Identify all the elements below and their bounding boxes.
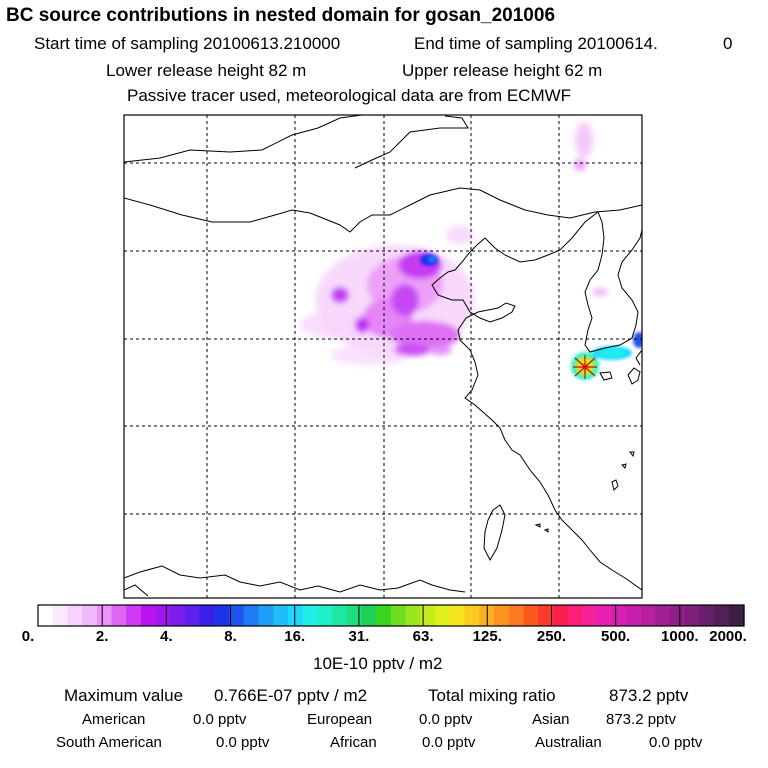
colorbar-swatch [273, 605, 289, 626]
colorbar-swatch [420, 605, 436, 626]
maximum-value: 0.766E-07 pptv / m2 [214, 686, 368, 705]
colorbar-swatch [493, 605, 510, 626]
colorbar-swatch [699, 605, 716, 626]
colorbar-swatch [317, 605, 333, 626]
colorbar-swatch [126, 605, 142, 626]
colorbar-swatch [464, 605, 480, 626]
region-value: 0.0 pptv [193, 711, 247, 728]
receptor-marker [573, 355, 597, 379]
colorbar-tick-label: 250. [536, 628, 567, 645]
colorbar-swatch [508, 605, 524, 626]
colorbar-swatch [38, 605, 54, 626]
colorbar-tick-label: 2. [95, 628, 109, 645]
colorbar-dividers [101, 605, 681, 626]
colorbar-tick-label: 8. [224, 628, 237, 645]
colorbar-swatch [582, 605, 598, 626]
tracer-note: Passive tracer used, meteorological data… [127, 86, 572, 105]
colorbar-swatch [288, 605, 304, 626]
colorbar-swatch [729, 605, 745, 626]
coastlines [124, 115, 642, 597]
colorbar-swatch [346, 605, 363, 626]
region-name: American [82, 711, 146, 728]
page-title: BC source contributions in nested domain… [6, 5, 556, 26]
colorbar-swatch [170, 605, 186, 626]
colorbar-swatch [405, 605, 422, 626]
map-content [124, 115, 642, 598]
colorbar-swatch [655, 605, 672, 626]
region-value: 0.0 pptv [422, 734, 476, 751]
colorbar-swatch [96, 605, 113, 626]
colorbar-swatch [52, 605, 69, 626]
colorbar-swatch [243, 605, 260, 626]
region-name: South American [56, 734, 162, 751]
colorbar-swatch [391, 605, 407, 626]
region-name: African [330, 734, 377, 751]
colorbar-swatch [302, 605, 319, 626]
colorbar-frame [37, 604, 745, 627]
colorbar-swatch [214, 605, 230, 626]
map-frame [123, 114, 643, 599]
colorbar-tick-label: 1000. [661, 628, 699, 645]
region-name: Australian [535, 734, 602, 751]
colorbar-tick-label: 125. [472, 628, 502, 645]
region-value: 873.2 pptv [606, 711, 677, 728]
colorbar-swatch [361, 605, 377, 626]
concentration-plume [300, 122, 608, 365]
colorbar-swatch [258, 605, 274, 626]
colorbar-swatch [626, 605, 642, 626]
colorbar-swatch [567, 605, 583, 626]
colorbar-swatch [199, 605, 216, 626]
colorbar-swatch [185, 605, 201, 626]
start-time-label: Start time of sampling 20100613.210000 [34, 34, 341, 53]
colorbar-tick-label: 4. [160, 628, 173, 645]
colorbar [38, 605, 745, 626]
colorbar-swatch [140, 605, 157, 626]
colorbar-swatch [155, 605, 171, 626]
region-name: European [307, 711, 373, 728]
colorbar-swatch [552, 605, 569, 626]
colorbar-tick-label: 31. [348, 628, 370, 645]
colorbar-swatch [538, 605, 554, 626]
colorbar-swatch [523, 605, 539, 626]
colorbar-tick-label: 500. [601, 628, 631, 645]
colorbar-tick-label: 16. [284, 628, 306, 645]
colorbar-swatch [714, 605, 730, 626]
colorbar-swatch [641, 605, 657, 626]
region-value: 0.0 pptv [216, 734, 270, 751]
end-time-label: End time of sampling 20100614. [414, 34, 658, 53]
colorbar-tick-label: 63. [412, 628, 434, 645]
total-mixing-label: Total mixing ratio [428, 686, 556, 705]
colorbar-swatch [111, 605, 127, 626]
colorbar-swatch [685, 605, 701, 626]
colorbar-swatch [332, 605, 348, 626]
colorbar-swatch [67, 605, 83, 626]
colorbar-swatch [82, 605, 98, 626]
region-value: 0.0 pptv [419, 711, 473, 728]
colorbar-swatch [596, 605, 613, 626]
upper-release-height: Upper release height 62 m [402, 61, 603, 80]
region-name: Asian [532, 711, 570, 728]
colorbar-swatch [670, 605, 686, 626]
graticule [124, 115, 642, 598]
total-mixing-value: 873.2 pptv [609, 686, 689, 705]
maximum-label: Maximum value [64, 686, 184, 705]
colorbar-tick-label: 2000. [709, 628, 747, 645]
colorbar-tick-label: 0. [21, 628, 35, 645]
colorbar-swatch [229, 605, 245, 626]
end-time-value: 0 [723, 34, 733, 53]
region-value: 0.0 pptv [649, 734, 703, 751]
colorbar-swatch [611, 605, 627, 626]
colorbar-swatch [435, 605, 451, 626]
colorbar-units: 10E-10 pptv / m2 [313, 654, 443, 673]
colorbar-swatch [376, 605, 392, 626]
lower-release-height: Lower release height 82 m [106, 61, 307, 80]
colorbar-swatch [449, 605, 466, 626]
